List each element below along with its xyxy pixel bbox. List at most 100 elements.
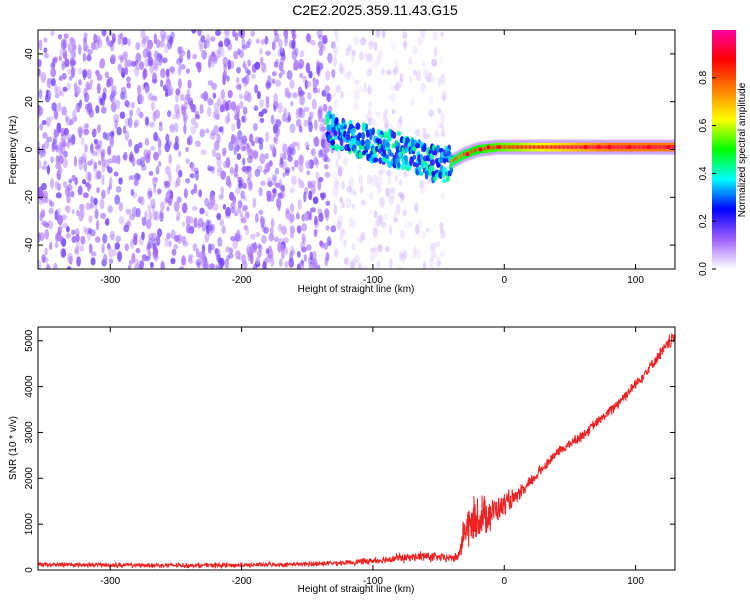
snr-marks xyxy=(38,332,675,570)
spectrogram-cell xyxy=(359,51,364,61)
spectrogram-cell xyxy=(43,190,48,199)
spectrogram-cell xyxy=(333,135,338,140)
spectrogram-cell xyxy=(83,161,88,172)
spectrogram-cell xyxy=(127,38,131,47)
spectrogram-cell xyxy=(84,92,90,103)
spectrogram-cell xyxy=(265,96,270,103)
spectrogram-cell xyxy=(254,136,260,144)
spectrogram-cell xyxy=(128,259,134,266)
spectrogram-cell xyxy=(70,67,75,78)
spectrogram-cell xyxy=(279,46,284,53)
spectrogram-cell xyxy=(393,213,397,224)
spectrogram-cell xyxy=(79,245,84,252)
spectrogram-cell xyxy=(108,247,114,259)
spectrogram-cell xyxy=(260,38,266,45)
spectrogram-cell xyxy=(129,213,135,221)
spectrogram-cell xyxy=(58,33,63,40)
spectrogram-cell xyxy=(136,84,142,96)
spectrogram-cell xyxy=(441,94,446,102)
colorbar: 0.0 0.2 0.4 0.6 0.8 Normalized spectral ampl… xyxy=(698,30,748,276)
spectrogram-cell xyxy=(179,63,186,70)
spectrogram-cell xyxy=(287,111,291,121)
spectrogram-cell xyxy=(303,254,307,262)
spectrogram-cell xyxy=(256,91,261,100)
spectrogram-cell xyxy=(280,244,285,252)
spectrogram-cell xyxy=(139,111,144,119)
spectrogram-cell xyxy=(88,215,93,223)
spectrogram-cell xyxy=(101,30,107,37)
spectrogram-cell xyxy=(305,160,311,169)
spectrogram-cell xyxy=(94,236,101,243)
spectrogram-cell xyxy=(95,149,100,157)
spectrogram-cell xyxy=(324,208,330,218)
spectrogram-cell xyxy=(61,237,67,247)
spectrogram-cell xyxy=(236,153,242,160)
spectrogram-cell xyxy=(181,221,186,227)
spectrogram-cell xyxy=(97,160,102,166)
spectrogram-cell xyxy=(194,114,201,120)
spectrogram-cell xyxy=(119,91,125,100)
spectrogram-cell xyxy=(399,72,404,83)
spectrogram-cell xyxy=(280,158,284,165)
spectrogram-cell xyxy=(195,258,202,266)
spectrogram-cell xyxy=(124,100,130,108)
spectrogram-cell xyxy=(292,92,298,99)
spectrogram-cell xyxy=(389,189,396,201)
spectrogram-cell xyxy=(61,248,66,257)
spectrogram-cell xyxy=(398,192,404,198)
spectrogram-cell xyxy=(421,60,426,67)
spectrogram-cell xyxy=(346,71,352,81)
spectrogram-cell xyxy=(350,261,355,269)
spectrogram-cell xyxy=(62,86,68,92)
spectrogram-cell xyxy=(273,105,277,112)
spectrogram-cell xyxy=(207,219,212,231)
snr-ylabel: SNR (10 * v/v) xyxy=(8,416,19,480)
spectrogram-cell xyxy=(47,220,54,230)
spectrogram-cell xyxy=(418,171,424,176)
spectrogram-cell xyxy=(303,191,307,203)
spectrogram-cell xyxy=(50,178,55,189)
spectrogram-cell xyxy=(252,197,257,208)
spectrogram-cell xyxy=(68,178,73,184)
spectrogram-cell xyxy=(46,79,51,85)
spectrogram-cell xyxy=(274,126,281,137)
spectrogram-cell xyxy=(157,188,162,195)
spectrogram-cell xyxy=(246,142,250,150)
spectrogram-cell xyxy=(354,254,360,264)
spectrogram-cell xyxy=(178,169,183,178)
spectrogram-cell xyxy=(189,216,194,224)
spectrogram-cell xyxy=(284,167,291,173)
spectrogram-cell xyxy=(281,225,287,236)
spectrogram-cell xyxy=(220,47,225,58)
spectrogram-cell xyxy=(175,88,181,96)
spectrogram-cell xyxy=(139,260,145,269)
spectrogram-cell xyxy=(259,153,266,165)
spectrogram-cell xyxy=(336,220,342,231)
spectrogram-cell xyxy=(398,179,403,186)
spectrogram-cell xyxy=(190,189,195,195)
spectrogram-cell xyxy=(53,109,59,120)
spectrogram-cell xyxy=(257,136,262,144)
spectrogram-cell xyxy=(290,245,295,255)
spectrogram-cell xyxy=(77,44,82,55)
spectrogram-cell xyxy=(226,112,231,123)
spectrogram-cell xyxy=(145,218,152,230)
spectrogram-cell xyxy=(55,192,62,199)
spectrogram-cell xyxy=(218,126,224,133)
spectrogram-cell xyxy=(347,44,353,52)
spectrogram-cell xyxy=(286,70,293,80)
spectrogram-cell xyxy=(297,199,302,210)
spectrogram-cell xyxy=(179,93,185,102)
spectrogram-cell xyxy=(51,58,56,68)
spectrogram-cell xyxy=(442,90,447,102)
spectrogram-cell xyxy=(258,186,263,197)
spectrogram-cell xyxy=(168,172,172,183)
spectrogram-cell xyxy=(394,210,399,216)
spectrogram-cell xyxy=(206,34,211,44)
x-tick-label: 0 xyxy=(501,576,507,587)
spectrogram-cell xyxy=(71,117,75,125)
spectrogram-cell xyxy=(106,186,111,195)
spectrogram-cell xyxy=(366,87,373,94)
spectrogram-cell xyxy=(65,232,72,239)
spectrogram-cell xyxy=(230,235,236,242)
